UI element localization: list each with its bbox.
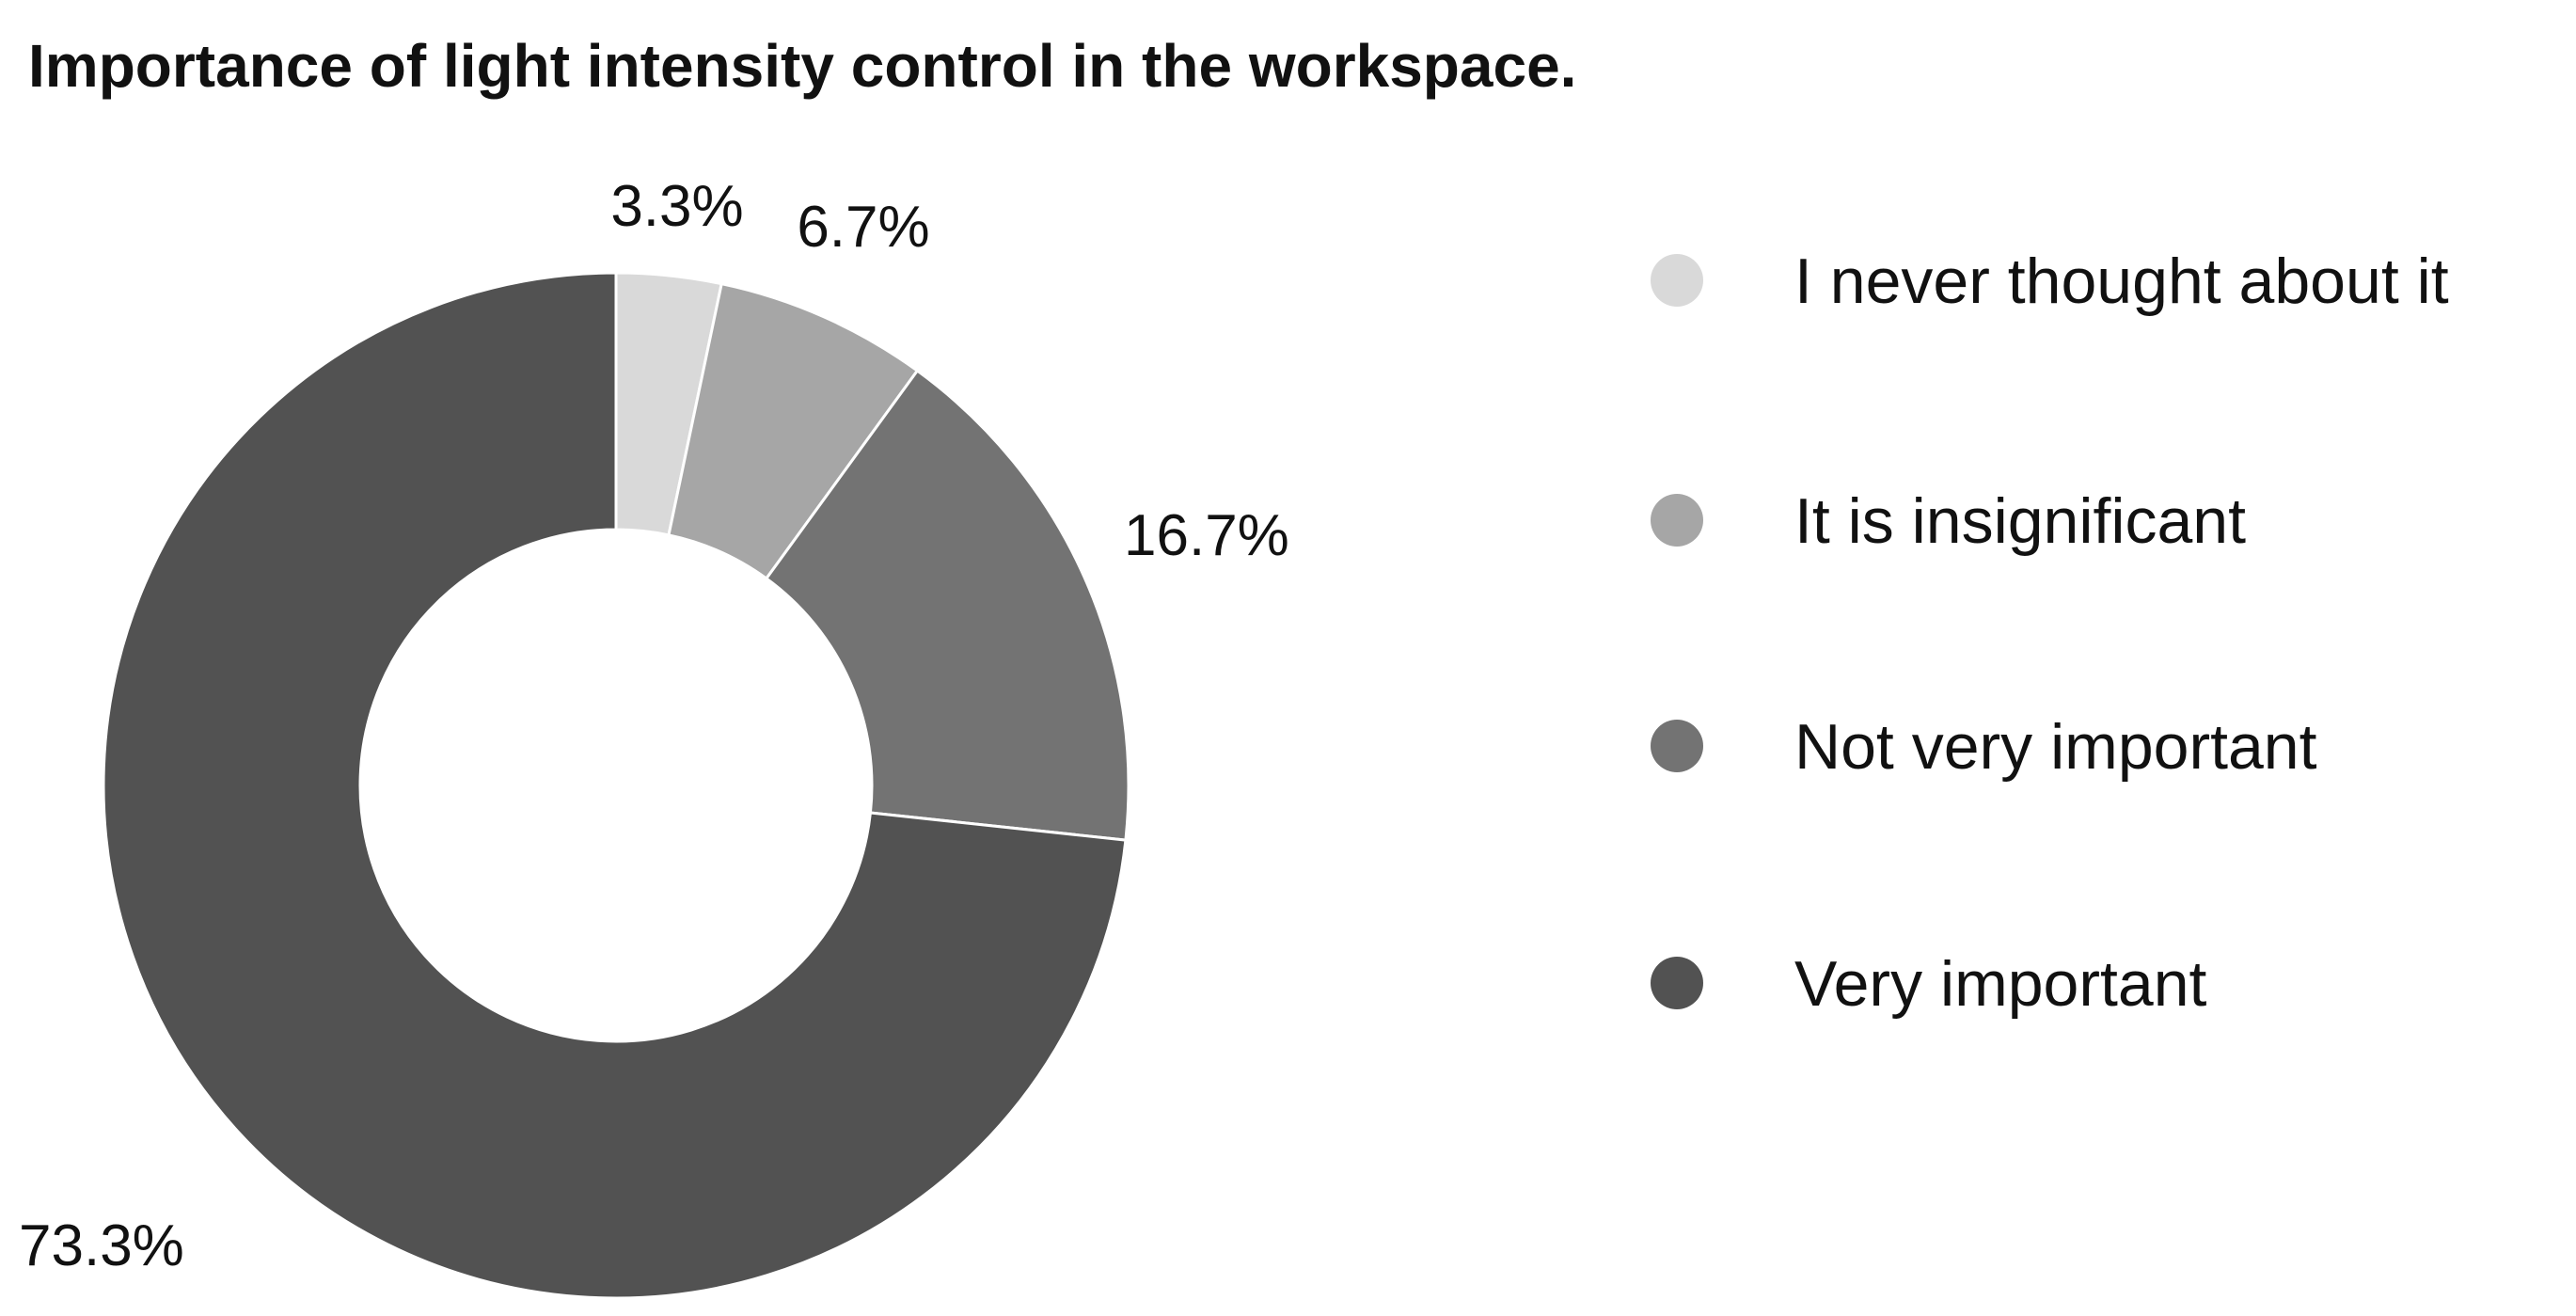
legend-label-i-never-thought-about-it: I never thought about it	[1794, 246, 2449, 317]
slice-label-not-very-important: 16.7%	[1124, 503, 1289, 568]
legend-swatch-it-is-insignificant	[1651, 494, 1703, 547]
legend-label-very-important: Very important	[1794, 948, 2207, 1020]
chart-title: Importance of light intensity control in…	[28, 32, 1577, 100]
legend: I never thought about it It is insignific…	[1651, 246, 2449, 1020]
legend-swatch-not-very-important	[1651, 720, 1703, 772]
legend-swatch-very-important	[1651, 957, 1703, 1009]
slice-label-i-never-thought-about-it: 3.3%	[610, 174, 743, 239]
legend-item-very-important: Very important	[1651, 948, 2207, 1020]
legend-label-it-is-insignificant: It is insignificant	[1794, 485, 2246, 557]
donut-slices	[102, 271, 1130, 1300]
legend-item-not-very-important: Not very important	[1651, 711, 2317, 783]
legend-swatch-i-never-thought-about-it	[1651, 254, 1703, 307]
legend-item-it-is-insignificant: It is insignificant	[1651, 485, 2246, 557]
slice-very-important	[102, 271, 1128, 1300]
slice-label-very-important: 73.3%	[19, 1213, 184, 1278]
legend-item-i-never-thought-about-it: I never thought about it	[1651, 246, 2449, 317]
slice-not-very-important	[764, 368, 1130, 842]
slice-labels: 3.3% 6.7% 16.7% 73.3%	[19, 174, 1289, 1278]
legend-label-not-very-important: Not very important	[1794, 711, 2317, 783]
slice-label-it-is-insignificant: 6.7%	[797, 195, 929, 260]
